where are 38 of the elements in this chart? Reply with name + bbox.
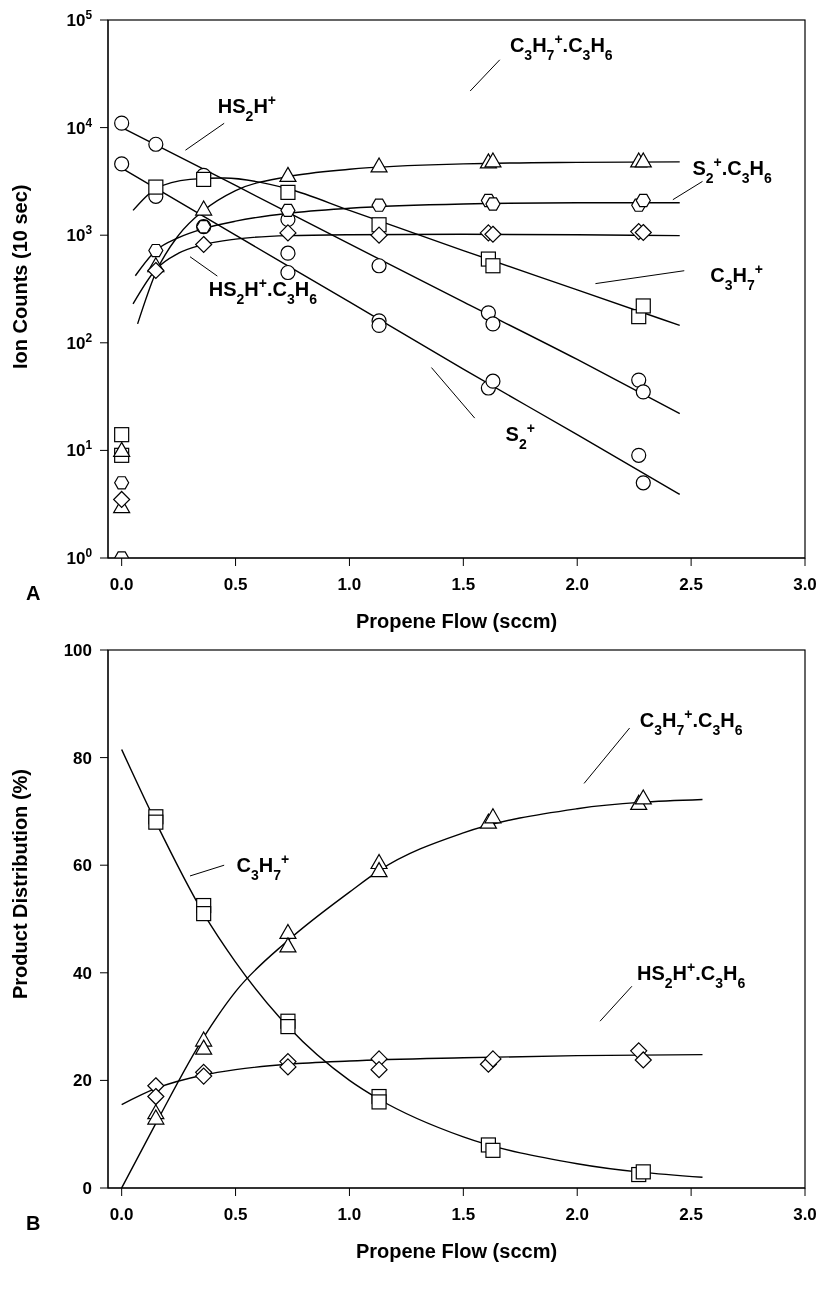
y-tick-label: 60 [73, 856, 92, 876]
x-tick-label: 1.0 [337, 1205, 362, 1224]
series-label: HS$_{2}$H$^{+}$.C$_{3}$H$_{6}$ [208, 275, 318, 307]
y-tick-label: 10$^{5}$ [66, 8, 93, 30]
x-tick-label: 0.5 [223, 1205, 248, 1224]
x-tick-label: 0.0 [109, 575, 134, 594]
text: A [26, 582, 41, 604]
x-tick-label: 1.5 [451, 575, 476, 594]
text: HS$_{2}$H$^{+}$ [217, 92, 277, 125]
text: C$_{3}$H$_{7}$$^{+}$.C$_{3}$H$_{6}$ [639, 705, 743, 738]
y-tick-label: 10$^{4}$ [66, 115, 93, 138]
x-tick-label: 0.0 [109, 1205, 134, 1224]
x-tick-label: 0.5 [223, 575, 248, 594]
y-tick-label: 10$^{0}$ [66, 546, 93, 568]
x-tick-label: 2.0 [565, 1205, 590, 1224]
y-tick-label: 40 [73, 963, 92, 983]
x-tick-label: 1.0 [337, 575, 362, 594]
x-tick-label: 2.5 [679, 1205, 703, 1224]
y-tick-label: 20 [73, 1071, 92, 1091]
text: B [26, 1212, 41, 1234]
y-tick-label: 10$^{2}$ [66, 330, 93, 353]
y-tick-label: 10$^{3}$ [66, 223, 93, 246]
y-axis-title: Product Distribution (%) [9, 769, 32, 999]
x-axis-title: Propene Flow (sccm) [355, 610, 558, 632]
text: HS$_{2}$H$^{+}$.C$_{3}$H$_{6}$ [636, 958, 746, 991]
text: C$_{3}$H$_{7}$$^{+}$.C$_{3}$H$_{6}$ [509, 30, 613, 63]
y-tick-label: 80 [73, 748, 92, 768]
text: S$_{2}$$^{+}$.C$_{3}$H$_{6}$ [692, 154, 772, 187]
y-tick-label: 100 [63, 641, 92, 660]
x-tick-label: 3.0 [793, 1205, 817, 1224]
x-tick-label: 2.0 [565, 575, 590, 594]
y-tick-label: 0 [82, 1179, 92, 1198]
x-tick-label: 1.5 [451, 1205, 476, 1224]
x-axis-title: Propene Flow (sccm) [355, 1240, 558, 1262]
y-axis-title: Ion Counts (10 sec) [9, 184, 32, 369]
x-tick-label: 2.5 [679, 575, 703, 594]
x-tick-label: 3.0 [793, 575, 817, 594]
y-tick-label: 10$^{1}$ [66, 438, 93, 461]
